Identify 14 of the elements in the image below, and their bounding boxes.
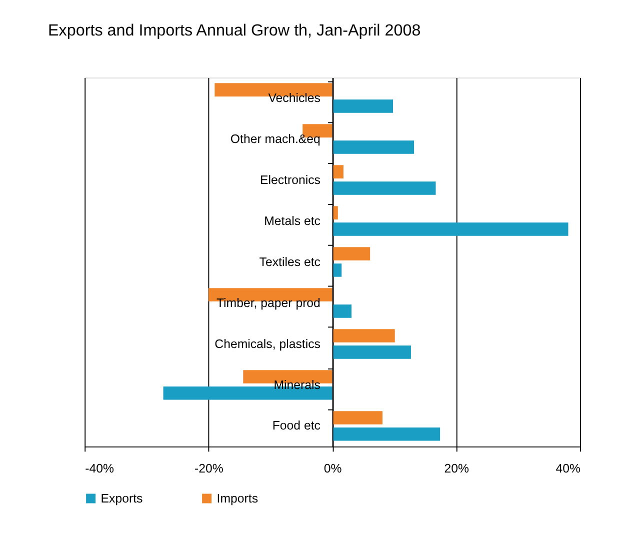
y-tick-label: Textiles etc (259, 254, 320, 269)
y-tick-label: Food etc (272, 418, 320, 433)
x-tick-label: -40% (85, 462, 114, 476)
y-tick-label: Other mach.&eq (230, 132, 321, 146)
y-tick-label: Chemicals, plastics (214, 336, 320, 351)
legend-label: Imports (216, 491, 258, 506)
x-tick-label: -20% (194, 462, 224, 476)
chart-title: Exports and Imports Annual Grow th, Jan-April 2008 (48, 22, 421, 40)
x-tick-label: 40% (556, 462, 580, 476)
y-tick-label: Metals etc (264, 214, 320, 228)
x-tick-label: 20% (444, 462, 470, 476)
legend-label: Exports (100, 491, 143, 506)
y-tick-label: Electronics (260, 172, 320, 187)
x-tick-label: 0% (324, 462, 342, 476)
